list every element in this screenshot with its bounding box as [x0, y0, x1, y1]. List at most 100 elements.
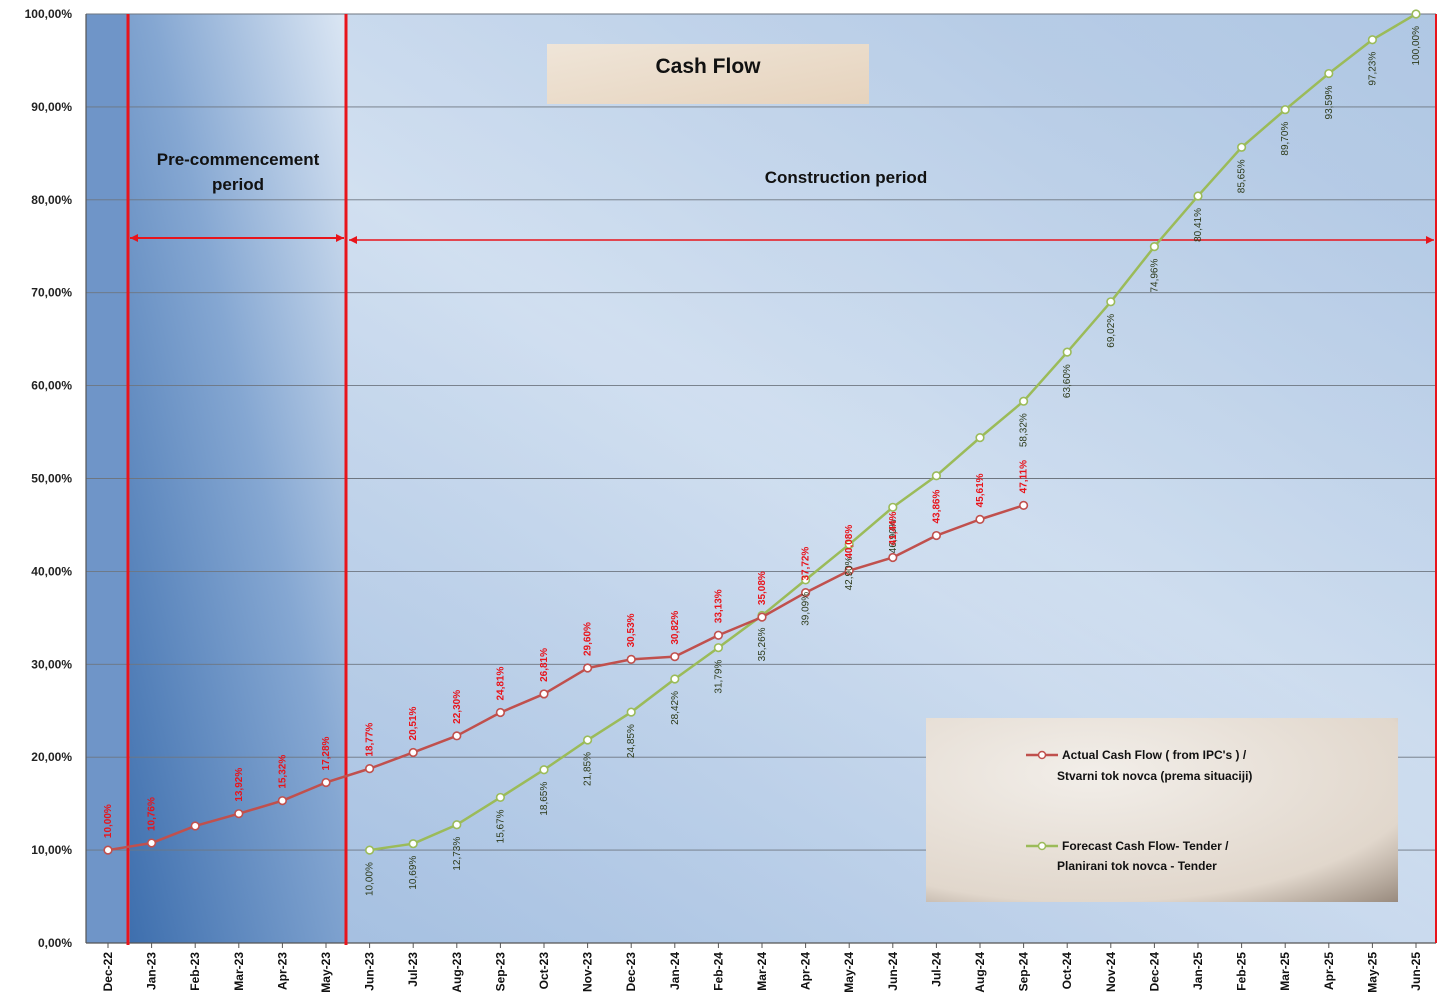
- y-tick-label: 0,00%: [38, 936, 72, 950]
- data-point: [888, 502, 898, 512]
- data-point: [539, 765, 549, 775]
- legend-actual-label-line2: Stvarni tok novca (prema situaciji): [1057, 769, 1252, 783]
- data-point: [1236, 142, 1247, 152]
- y-tick-label: 50,00%: [31, 472, 72, 486]
- x-tick-label: May-25: [1365, 952, 1379, 993]
- data-point: [1193, 191, 1203, 201]
- data-point: [757, 612, 767, 622]
- data-label-actual: 26,81%: [539, 648, 550, 682]
- data-label-actual: 37,72%: [801, 547, 812, 581]
- x-tick-label: Apr-25: [1322, 952, 1336, 990]
- data-point: [626, 707, 636, 717]
- y-tick-label: 60,00%: [31, 379, 72, 393]
- data-point: [1149, 242, 1159, 252]
- x-tick-label: Jan-25: [1191, 952, 1205, 990]
- y-axis-ticks: 0,00% 10,00% 20,00% 30,00% 40,00% 50,00% 60,00…: [25, 7, 73, 950]
- data-point: [452, 820, 462, 830]
- data-point: [800, 587, 811, 598]
- period-markers: [126, 14, 1437, 945]
- x-tick-label: Mar-25: [1278, 952, 1292, 991]
- x-tick-label: Dec-22: [101, 952, 115, 992]
- pre-commencement-label-line2: period: [212, 175, 264, 194]
- y-tick-label: 10,00%: [31, 843, 72, 857]
- data-point: [975, 433, 985, 443]
- data-point: [1367, 35, 1377, 45]
- y-tick-label: 20,00%: [31, 750, 72, 764]
- data-label-forecast: 42,90%: [844, 556, 855, 590]
- data-point: [626, 654, 636, 664]
- constr-arrow-head-left: [349, 236, 357, 244]
- data-label-forecast: 97,23%: [1367, 52, 1378, 86]
- data-label-actual: 22,30%: [452, 690, 463, 724]
- data-labels-actual: 10,00% 10,76% 13,92% 15,32% 17,28% 18,77% 20,5…: [103, 460, 1030, 838]
- data-point: [888, 552, 898, 563]
- title-box: Cash Flow: [547, 44, 869, 104]
- x-tick-label: Oct-23: [537, 952, 551, 990]
- data-label-forecast: 74,96%: [1149, 259, 1160, 293]
- x-tick-label: Feb-24: [711, 952, 725, 991]
- data-label-forecast: 63,60%: [1062, 364, 1073, 398]
- data-label-forecast: 80,41%: [1193, 208, 1204, 242]
- x-tick-label: Nov-24: [1104, 952, 1118, 992]
- x-tick-label: Jun-23: [363, 952, 377, 991]
- y-tick-label: 100,00%: [25, 7, 73, 21]
- data-point: [670, 674, 680, 684]
- data-label-actual: 10,00%: [103, 804, 114, 838]
- data-label-actual: 30,53%: [626, 613, 637, 647]
- data-label-forecast: 39,09%: [801, 592, 812, 626]
- data-point: [713, 643, 724, 653]
- data-label-actual: 20,51%: [408, 706, 419, 740]
- data-point: [277, 796, 288, 806]
- data-label-actual: 13,92%: [234, 768, 245, 802]
- data-point: [931, 471, 942, 481]
- data-label-forecast: 12,73%: [452, 837, 463, 871]
- data-label-actual: 45,61%: [975, 473, 986, 507]
- x-tick-label: Sep-23: [493, 952, 507, 992]
- data-point: [844, 539, 854, 550]
- data-label-actual: 17,28%: [321, 736, 332, 770]
- x-axis-ticks: Dec-22 Jan-23 Feb-23 Mar-23 Apr-23 May-23 Jun-…: [101, 943, 1423, 993]
- x-tick-label: Mar-23: [232, 952, 246, 991]
- data-label-forecast: 24,85%: [626, 724, 637, 758]
- x-tick-label: Dec-24: [1147, 952, 1161, 992]
- data-point: [975, 514, 985, 524]
- data-label-forecast: 58,32%: [1019, 413, 1030, 447]
- data-point: [408, 839, 418, 849]
- data-label-actual: 29,60%: [583, 622, 594, 656]
- x-tick-label: Aug-24: [973, 952, 987, 993]
- data-point: [234, 809, 244, 819]
- data-point: [408, 747, 418, 758]
- data-label-forecast: 100,00%: [1411, 26, 1422, 66]
- data-point: [495, 792, 506, 803]
- x-tick-label: Mar-24: [755, 952, 769, 991]
- data-label-forecast: 21,85%: [583, 752, 594, 786]
- y-tick-label: 80,00%: [31, 193, 72, 207]
- pre-commencement-label-line1: Pre-commencement: [157, 150, 320, 169]
- x-tick-label: Jun-24: [886, 952, 900, 991]
- legend-forecast-label-line2: Planirani tok novca - Tender: [1057, 859, 1217, 873]
- data-point: [495, 707, 506, 718]
- data-point: [1411, 9, 1421, 19]
- data-point: [800, 575, 811, 585]
- data-point: [365, 764, 375, 774]
- data-point: [1018, 396, 1029, 406]
- pre-arrow-head-left: [130, 234, 138, 242]
- data-label-actual: 40,08%: [844, 525, 855, 559]
- data-label-actual: 15,32%: [277, 755, 288, 789]
- y-tick-label: 40,00%: [31, 564, 72, 578]
- data-point: [365, 845, 375, 855]
- data-point: [713, 630, 724, 640]
- data-label-forecast: 93,59%: [1324, 85, 1335, 119]
- x-tick-label: May-23: [319, 952, 333, 993]
- data-label-forecast: 28,42%: [670, 691, 681, 725]
- data-point: [1062, 347, 1072, 357]
- x-tick-label: Jun-25: [1409, 952, 1423, 991]
- data-point: [103, 845, 113, 855]
- data-label-forecast: 18,65%: [539, 782, 550, 816]
- series-forecast: [365, 9, 1421, 855]
- x-tick-label: Oct-24: [1060, 952, 1074, 990]
- x-tick-label: Dec-23: [624, 952, 638, 992]
- data-point: [670, 652, 680, 662]
